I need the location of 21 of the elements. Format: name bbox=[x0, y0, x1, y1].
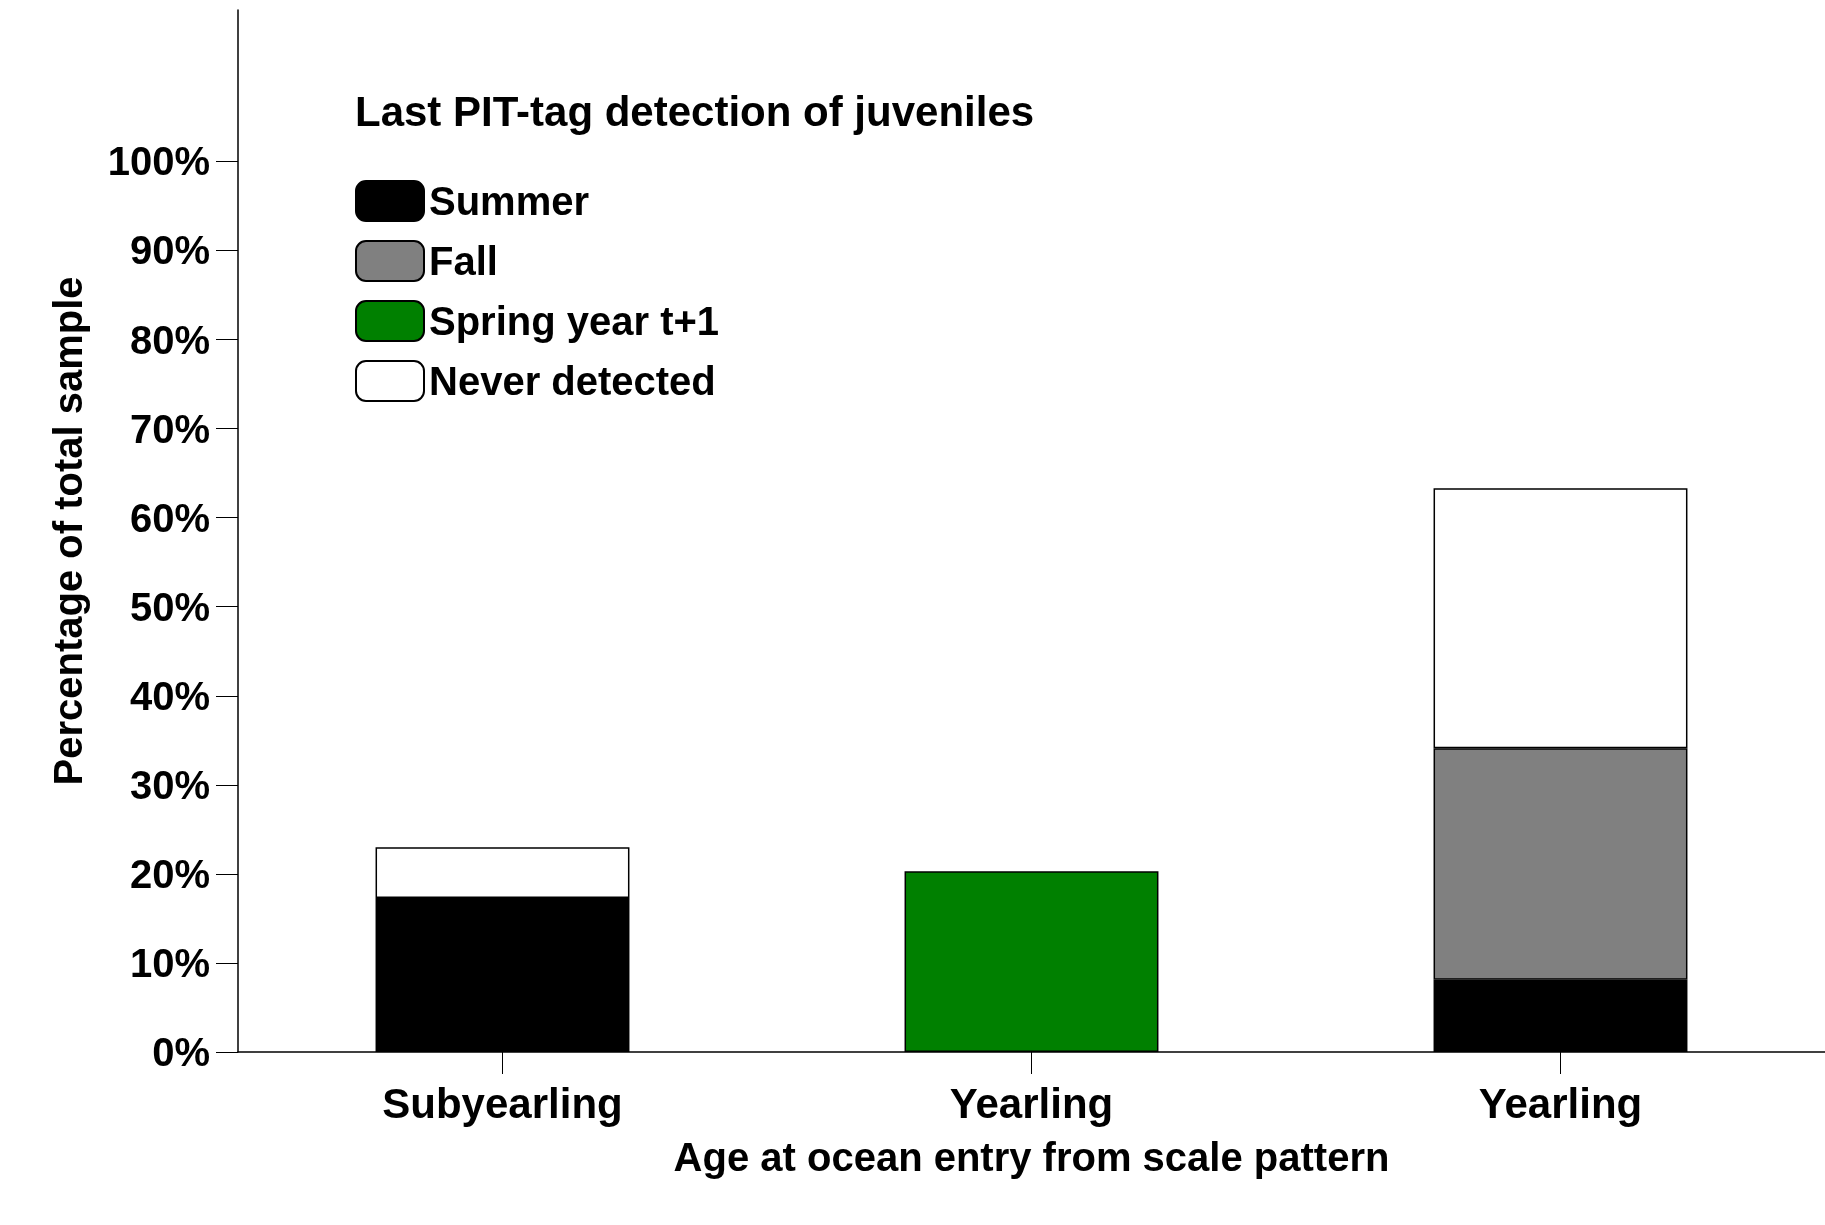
y-tick-label: 20% bbox=[129, 851, 210, 896]
y-tick-label: 0% bbox=[152, 1030, 210, 1074]
y-tick-label: 80% bbox=[129, 317, 210, 362]
x-tick-label: Yearling bbox=[1478, 1079, 1643, 1127]
y-tick-label: 40% bbox=[129, 673, 210, 718]
legend-label: Spring year t+1 bbox=[429, 299, 720, 343]
y-tick-label: 10% bbox=[129, 940, 210, 985]
y-tick-label: 70% bbox=[129, 406, 210, 451]
y-tick-label: 90% bbox=[129, 228, 210, 273]
x-tick-label: Subyearling bbox=[382, 1079, 623, 1127]
y-tick-label: 50% bbox=[129, 584, 210, 629]
legend-label: Never detected bbox=[429, 359, 716, 403]
y-axis-title: Percentage of total sample bbox=[46, 276, 90, 786]
y-tick-label: 100% bbox=[107, 139, 210, 184]
x-tick-label: Yearling bbox=[949, 1079, 1114, 1127]
y-tick-label: 60% bbox=[129, 495, 210, 540]
legend-label: Summer bbox=[429, 179, 590, 223]
x-axis-title: Age at ocean entry from scale pattern bbox=[673, 1135, 1390, 1179]
y-tick-label: 30% bbox=[129, 762, 210, 807]
legend-label: Fall bbox=[429, 239, 498, 283]
legend-title: Last PIT-tag detection of juveniles bbox=[355, 87, 1035, 135]
